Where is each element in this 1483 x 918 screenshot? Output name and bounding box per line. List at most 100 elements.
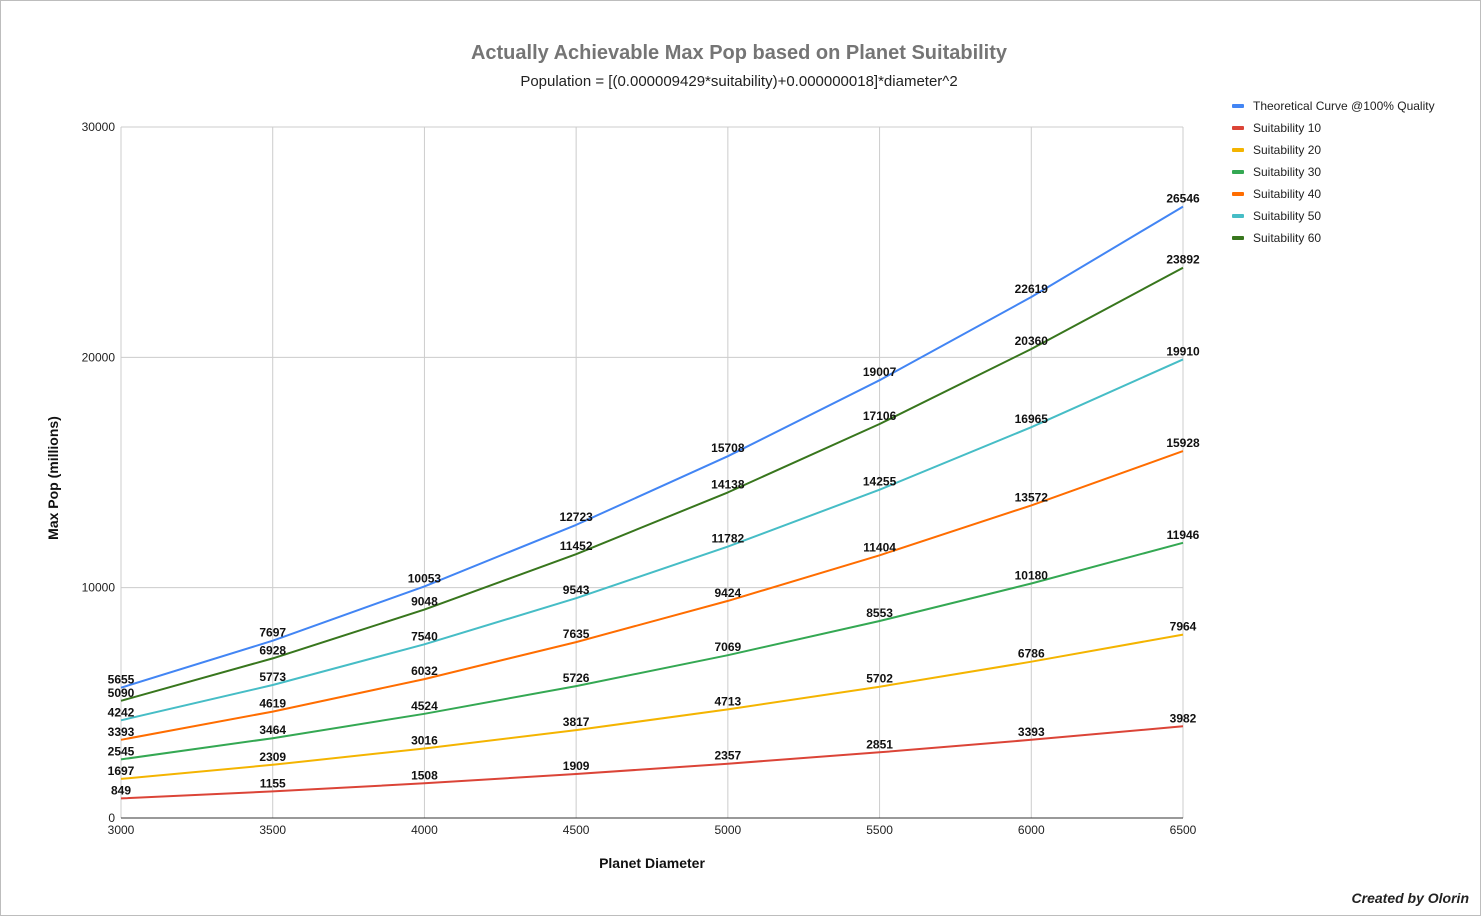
- legend-swatch: [1232, 192, 1244, 196]
- data-label: 1909: [563, 759, 590, 773]
- data-label: 15928: [1166, 436, 1200, 450]
- data-label: 13572: [1015, 490, 1049, 504]
- legend-swatch: [1232, 170, 1244, 174]
- y-tick-label: 10000: [82, 581, 116, 595]
- legend-label: Suitability 60: [1253, 231, 1322, 245]
- x-tick-label: 5500: [866, 823, 893, 837]
- data-label: 12723: [559, 510, 593, 524]
- y-axis-title: Max Pop (millions): [45, 416, 61, 540]
- legend-label: Suitability 20: [1253, 143, 1322, 157]
- x-tick-label: 3500: [259, 823, 286, 837]
- data-label: 20360: [1015, 334, 1049, 348]
- data-label: 19007: [863, 365, 897, 379]
- data-label: 14255: [863, 475, 897, 489]
- data-label: 23892: [1166, 253, 1200, 267]
- data-label: 5702: [866, 672, 893, 686]
- chart-title: Actually Achievable Max Pop based on Pla…: [470, 42, 1008, 64]
- grid-lines: [120, 126, 1184, 818]
- data-label: 6032: [411, 664, 438, 678]
- x-axis-title: Planet Diameter: [599, 855, 705, 871]
- x-tick-label: 6000: [1018, 823, 1045, 837]
- data-label: 19910: [1166, 344, 1200, 358]
- data-label: 17106: [863, 409, 897, 423]
- data-label: 7697: [259, 626, 286, 640]
- data-label: 5655: [108, 673, 135, 687]
- data-label: 4524: [411, 699, 438, 713]
- series-lines: [120, 205, 1184, 800]
- data-label: 9048: [411, 595, 438, 609]
- data-label: 3982: [1170, 711, 1197, 725]
- data-label: 26546: [1166, 192, 1200, 206]
- data-label: 10053: [408, 571, 442, 585]
- legend-item: Suitability 50: [1232, 205, 1472, 227]
- legend-item: Theoretical Curve @100% Quality: [1232, 95, 1472, 117]
- data-label: 15708: [711, 441, 745, 455]
- data-label: 8553: [866, 606, 893, 620]
- axes: 3000 3500 4000 4500 5000 5500 6000 6500 0 10000 20…: [82, 120, 1197, 837]
- legend-label: Theoretical Curve @100% Quality: [1253, 99, 1435, 113]
- data-label: 7635: [563, 627, 590, 641]
- legend-label: Suitability 40: [1253, 187, 1322, 201]
- data-label: 11452: [560, 539, 593, 553]
- y-tick-label: 20000: [82, 350, 116, 364]
- credit-text: Created by Olorin: [1351, 890, 1469, 906]
- data-label: 5726: [563, 671, 590, 685]
- series-line-4: [120, 450, 1184, 741]
- data-label: 16965: [1015, 412, 1049, 426]
- data-label: 2309: [259, 750, 286, 764]
- legend-swatch: [1232, 148, 1244, 152]
- legend-swatch: [1232, 104, 1244, 108]
- legend-swatch: [1232, 236, 1244, 240]
- data-label: 7540: [411, 629, 438, 643]
- data-label: 3393: [1018, 725, 1045, 739]
- data-label: 4242: [108, 705, 135, 719]
- legend-item: Suitability 10: [1232, 117, 1472, 139]
- data-label: 3016: [411, 734, 438, 748]
- series-line-6: [120, 266, 1184, 702]
- data-label: 7964: [1170, 620, 1197, 634]
- data-label: 4619: [259, 697, 286, 711]
- legend-label: Suitability 30: [1253, 165, 1322, 179]
- series-line-1: [120, 725, 1184, 800]
- x-tick-label: 5000: [715, 823, 742, 837]
- chart-subtitle: Population = [(0.000009429*suitability)+…: [520, 73, 958, 90]
- data-label: 4713: [715, 694, 742, 708]
- data-label: 3817: [563, 715, 590, 729]
- x-tick-label: 6500: [1170, 823, 1197, 837]
- data-label: 10180: [1015, 569, 1049, 583]
- data-label: 6786: [1018, 647, 1045, 661]
- x-tick-label: 4000: [411, 823, 438, 837]
- data-label: 14138: [711, 477, 745, 491]
- data-label: 2357: [715, 749, 742, 763]
- y-tick-label: 30000: [82, 120, 116, 134]
- legend: Theoretical Curve @100% Quality Suitabili…: [1232, 95, 1472, 249]
- legend-item: Suitability 20: [1232, 139, 1472, 161]
- data-label: 3393: [108, 725, 135, 739]
- data-label: 11404: [863, 540, 896, 554]
- data-label: 2545: [108, 744, 135, 758]
- data-label: 849: [111, 783, 131, 797]
- data-label: 7069: [715, 640, 742, 654]
- data-label: 1508: [411, 768, 438, 782]
- series-line-5: [120, 358, 1184, 722]
- legend-item: Suitability 30: [1232, 161, 1472, 183]
- series-line-0: [120, 205, 1184, 689]
- data-label: 9424: [715, 586, 742, 600]
- series-line-3: [120, 541, 1184, 761]
- data-label: 6928: [259, 643, 286, 657]
- data-label: 5773: [259, 670, 286, 684]
- x-tick-label: 4500: [563, 823, 590, 837]
- series-line-2: [120, 633, 1184, 780]
- legend-item: Suitability 60: [1232, 227, 1472, 249]
- legend-label: Suitability 50: [1253, 209, 1322, 223]
- data-label: 1697: [108, 764, 135, 778]
- y-tick-label: 0: [108, 811, 115, 825]
- legend-swatch: [1232, 126, 1244, 130]
- data-label: 11782: [711, 532, 744, 546]
- legend-label: Suitability 10: [1253, 121, 1322, 135]
- data-label: 3464: [259, 723, 286, 737]
- legend-item: Suitability 40: [1232, 183, 1472, 205]
- data-label: 22619: [1015, 282, 1049, 296]
- legend-swatch: [1232, 214, 1244, 218]
